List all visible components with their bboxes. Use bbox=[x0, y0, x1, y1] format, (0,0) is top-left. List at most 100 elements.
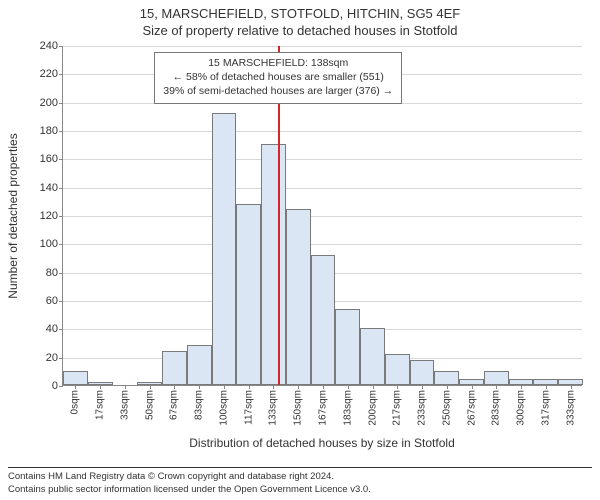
x-tick bbox=[249, 385, 250, 389]
x-tick bbox=[125, 385, 126, 389]
x-tick-label: 17sqm bbox=[95, 390, 106, 420]
histogram-bar bbox=[484, 371, 509, 385]
y-tick-label: 200 bbox=[28, 97, 58, 109]
attribution-footer: Contains HM Land Registry data © Crown c… bbox=[8, 467, 592, 496]
footer-line-1: Contains HM Land Registry data © Crown c… bbox=[8, 471, 592, 483]
x-tick bbox=[150, 385, 151, 389]
gridline bbox=[63, 159, 582, 160]
x-tick bbox=[224, 385, 225, 389]
histogram-bar bbox=[63, 371, 88, 385]
x-tick bbox=[174, 385, 175, 389]
x-tick-label: 233sqm bbox=[417, 390, 428, 426]
y-tick-label: 0 bbox=[28, 380, 58, 392]
y-tick-label: 40 bbox=[28, 323, 58, 335]
y-tick-label: 100 bbox=[28, 238, 58, 250]
x-tick-label: 117sqm bbox=[243, 390, 254, 425]
gridline bbox=[63, 46, 582, 47]
x-tick bbox=[273, 385, 274, 389]
histogram-bar bbox=[261, 144, 286, 385]
y-tick-label: 120 bbox=[28, 210, 58, 222]
y-tick bbox=[59, 131, 63, 132]
x-tick bbox=[348, 385, 349, 389]
histogram-bar bbox=[385, 354, 410, 385]
x-tick bbox=[75, 385, 76, 389]
x-tick-label: 200sqm bbox=[367, 390, 378, 426]
x-tick-label: 83sqm bbox=[194, 390, 205, 420]
y-tick bbox=[59, 329, 63, 330]
footer-line-2: Contains public sector information licen… bbox=[8, 484, 592, 496]
gridline bbox=[63, 244, 582, 245]
y-tick-label: 60 bbox=[28, 295, 58, 307]
x-tick bbox=[422, 385, 423, 389]
y-tick-label: 80 bbox=[28, 267, 58, 279]
y-tick bbox=[59, 159, 63, 160]
y-tick bbox=[59, 188, 63, 189]
x-tick-label: 50sqm bbox=[144, 390, 155, 420]
x-tick-label: 267sqm bbox=[466, 390, 477, 426]
x-tick bbox=[496, 385, 497, 389]
histogram-bar bbox=[187, 345, 212, 385]
address-line: 15, MARSCHEFIELD, STOTFOLD, HITCHIN, SG5… bbox=[0, 6, 600, 21]
x-tick bbox=[373, 385, 374, 389]
chart-area: 0204060801001201401601802002202400sqm17s… bbox=[62, 46, 582, 386]
x-tick bbox=[100, 385, 101, 389]
y-tick bbox=[59, 386, 63, 387]
title-block: 15, MARSCHEFIELD, STOTFOLD, HITCHIN, SG5… bbox=[0, 0, 600, 38]
y-tick-label: 220 bbox=[28, 68, 58, 80]
x-tick bbox=[397, 385, 398, 389]
x-tick bbox=[571, 385, 572, 389]
y-tick bbox=[59, 216, 63, 217]
x-tick-label: 133sqm bbox=[268, 390, 279, 426]
y-tick bbox=[59, 74, 63, 75]
histogram-bar bbox=[212, 113, 237, 385]
x-tick bbox=[546, 385, 547, 389]
gridline bbox=[63, 131, 582, 132]
x-tick-label: 250sqm bbox=[441, 390, 452, 426]
y-tick bbox=[59, 301, 63, 302]
plot-region: 0204060801001201401601802002202400sqm17s… bbox=[62, 46, 582, 386]
x-tick bbox=[472, 385, 473, 389]
y-tick bbox=[59, 46, 63, 47]
x-tick-label: 317sqm bbox=[540, 390, 551, 426]
x-tick bbox=[199, 385, 200, 389]
x-tick-label: 0sqm bbox=[70, 390, 81, 414]
histogram-bar bbox=[311, 255, 336, 385]
x-axis-label: Distribution of detached houses by size … bbox=[62, 436, 582, 450]
x-tick-label: 183sqm bbox=[342, 390, 353, 426]
y-tick bbox=[59, 273, 63, 274]
annotation-line: 15 MARSCHEFIELD: 138sqm bbox=[163, 56, 393, 70]
y-tick-label: 180 bbox=[28, 125, 58, 137]
histogram-bar bbox=[236, 204, 261, 385]
x-tick-label: 167sqm bbox=[318, 390, 329, 426]
x-tick-label: 100sqm bbox=[218, 390, 229, 426]
x-tick-label: 283sqm bbox=[491, 390, 502, 426]
y-tick-label: 140 bbox=[28, 182, 58, 194]
y-tick bbox=[59, 358, 63, 359]
x-tick-label: 150sqm bbox=[293, 390, 304, 426]
y-tick-label: 160 bbox=[28, 153, 58, 165]
annotation-box: 15 MARSCHEFIELD: 138sqm← 58% of detached… bbox=[154, 52, 402, 104]
histogram-bar bbox=[335, 309, 360, 386]
x-tick-label: 333sqm bbox=[565, 390, 576, 426]
annotation-line: ← 58% of detached houses are smaller (55… bbox=[163, 70, 393, 84]
histogram-bar bbox=[286, 209, 311, 385]
y-tick-label: 20 bbox=[28, 352, 58, 364]
x-tick-label: 33sqm bbox=[119, 390, 130, 420]
gridline bbox=[63, 188, 582, 189]
y-tick-label: 240 bbox=[28, 40, 58, 52]
y-axis-label: Number of detached properties bbox=[6, 133, 20, 298]
x-tick bbox=[323, 385, 324, 389]
annotation-line: 39% of semi-detached houses are larger (… bbox=[163, 84, 393, 98]
histogram-bar bbox=[360, 328, 385, 385]
chart-subtitle: Size of property relative to detached ho… bbox=[0, 23, 600, 38]
x-tick bbox=[447, 385, 448, 389]
x-tick-label: 67sqm bbox=[169, 390, 180, 420]
x-tick-label: 217sqm bbox=[392, 390, 403, 426]
histogram-bar bbox=[162, 351, 187, 385]
histogram-bar bbox=[434, 371, 459, 385]
y-tick bbox=[59, 244, 63, 245]
x-tick bbox=[298, 385, 299, 389]
gridline bbox=[63, 216, 582, 217]
x-tick bbox=[521, 385, 522, 389]
histogram-bar bbox=[410, 360, 435, 386]
